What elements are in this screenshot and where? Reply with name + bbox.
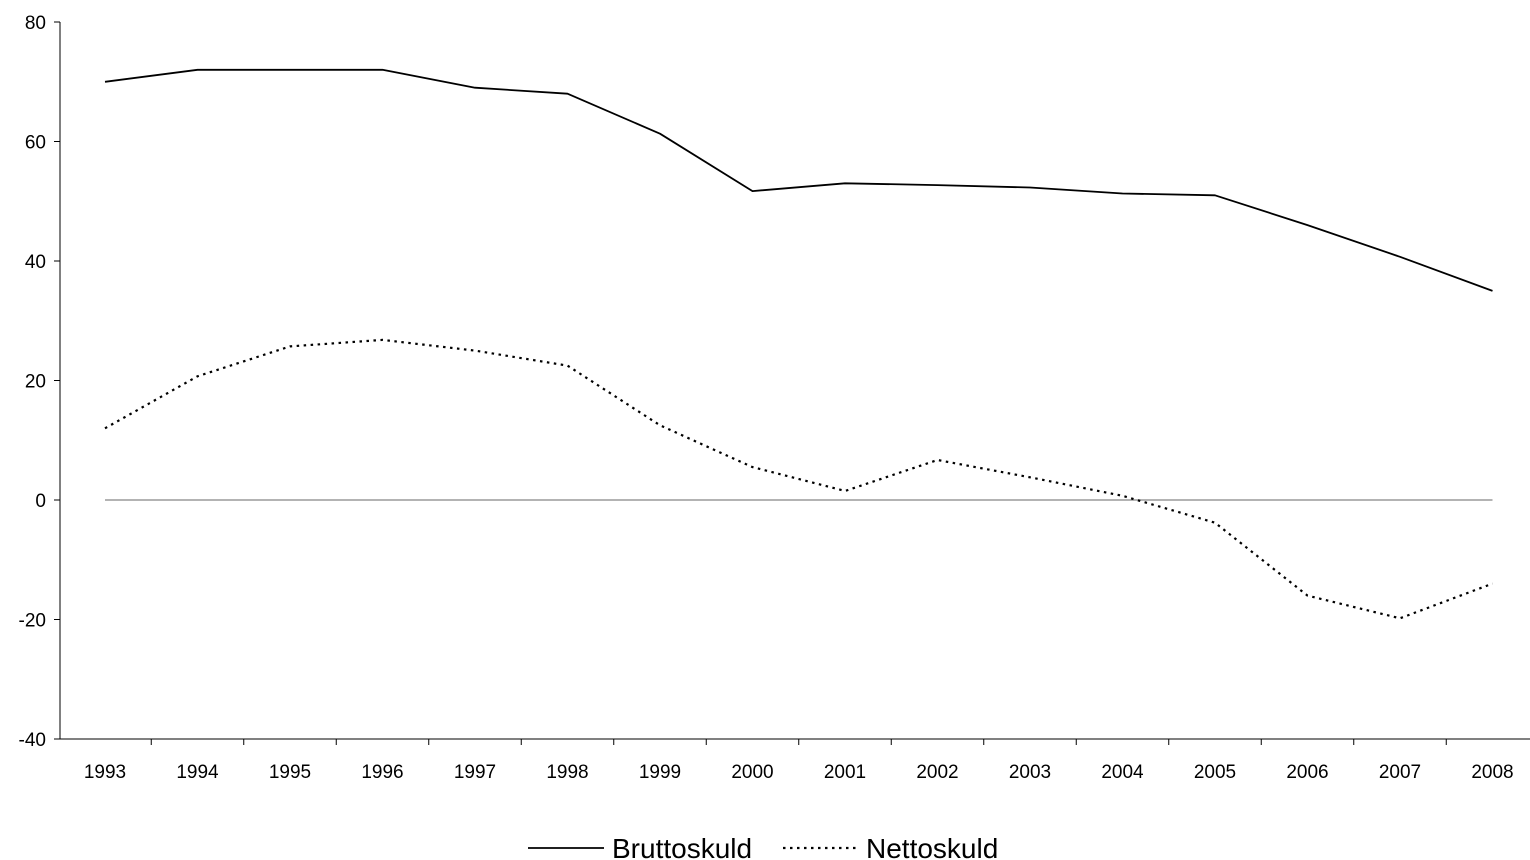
x-tick-label: 1997 [454, 762, 496, 783]
x-tick-label: 2005 [1194, 762, 1236, 783]
y-tick-label: 20 [25, 372, 46, 393]
x-tick-label: 2004 [1101, 762, 1144, 783]
x-tick-label: 2007 [1379, 762, 1421, 783]
x-tick-label: 2008 [1471, 762, 1513, 783]
y-tick-label: 40 [25, 252, 46, 273]
plot-series [104, 68, 1493, 620]
x-tick-label: 1995 [269, 762, 311, 783]
y-tick-label: -40 [19, 730, 46, 751]
x-tick-label: 2006 [1286, 762, 1328, 783]
x-tick-label: 1996 [361, 762, 403, 783]
y-tick-label: 60 [25, 133, 46, 154]
x-axis: 1993 1994 1995 1996 1997 1998 1999 2000 2001 2002… [60, 738, 1530, 783]
x-tick-label: 2003 [1009, 762, 1051, 783]
series-line-nettoskuld [104, 338, 1493, 620]
x-tick-label: 2001 [824, 762, 866, 783]
x-tick-label: 1998 [546, 762, 588, 783]
y-tick-label: -20 [19, 611, 46, 632]
x-tick-label: 2002 [916, 762, 958, 783]
x-tick-label: 1993 [84, 762, 126, 783]
legend-label-bruttoskuld: Bruttoskuld [612, 833, 752, 860]
y-tick-label: 0 [35, 491, 46, 512]
y-axis: -40 -20 0 20 40 60 80 [19, 13, 61, 751]
x-tick-label: 1994 [176, 762, 219, 783]
y-tick-label: 80 [25, 13, 46, 34]
legend-label-nettoskuld: Nettoskuld [866, 833, 998, 860]
legend: Bruttoskuld Nettoskuld [528, 833, 998, 860]
series-line-bruttoskuld [104, 68, 1493, 292]
x-tick-label: 2000 [731, 762, 773, 783]
x-tick-label: 1999 [639, 762, 681, 783]
